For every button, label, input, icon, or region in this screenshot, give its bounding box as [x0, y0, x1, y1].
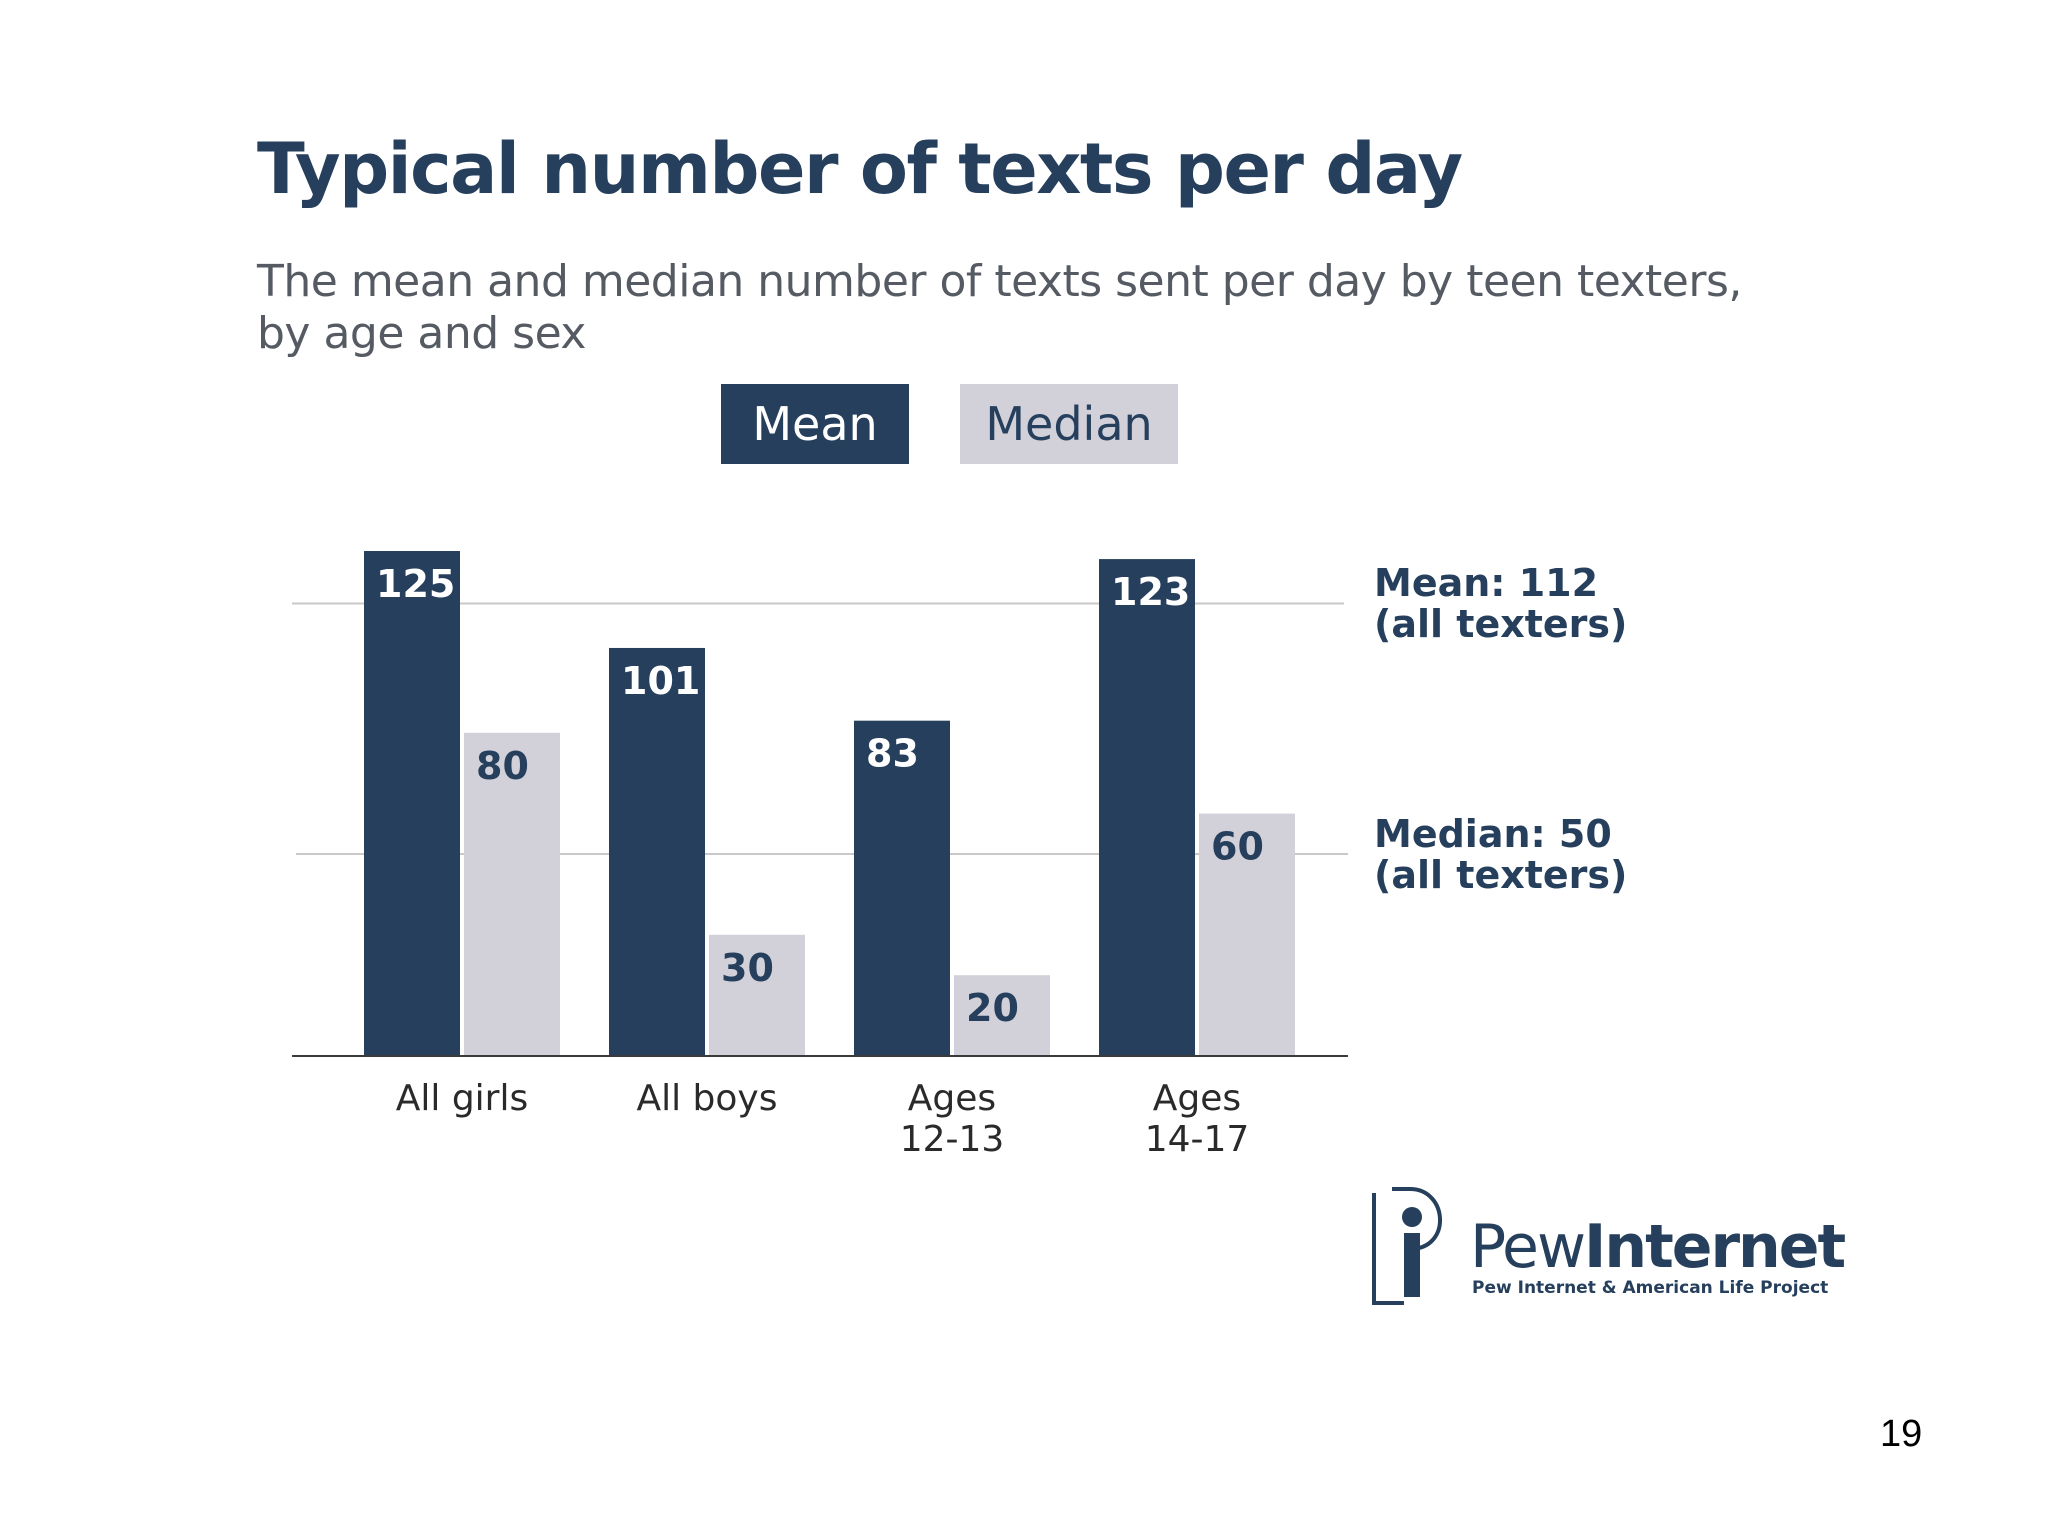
data-label-median-3: 60 [1211, 825, 1264, 869]
logo-tagline: Pew Internet & American Life Project [1472, 1278, 1829, 1298]
logo-wordmark: PewInternet [1470, 1212, 1846, 1282]
bar-mean-0 [364, 551, 460, 1056]
bar-median-0 [464, 732, 560, 1056]
bar-mean-1 [609, 647, 705, 1056]
logo-word-internet: Internet [1584, 1212, 1846, 1282]
bar-median-2 [954, 975, 1050, 1056]
data-label-median-2: 20 [966, 986, 1019, 1030]
category-label-1: All boys [636, 1078, 777, 1119]
bar-mean-3 [1099, 559, 1195, 1056]
category-label-0: All girls [396, 1078, 529, 1119]
category-label-2-line1: Ages [908, 1078, 996, 1119]
logo-word-pew: Pew [1470, 1212, 1586, 1282]
legend-mean: Mean [721, 384, 909, 464]
pew-logo [1372, 1187, 1442, 1305]
reference-label-median: Median: 50 (all texters) [1374, 814, 1627, 896]
data-label-median-1: 30 [721, 946, 774, 990]
bar-median-3 [1199, 813, 1295, 1056]
legend-median: Median [960, 384, 1178, 464]
reference-label-median-line2: (all texters) [1374, 853, 1628, 897]
category-label-3-line1: Ages [1153, 1078, 1241, 1119]
data-label-median-0: 80 [476, 744, 529, 788]
reference-label-mean: Mean: 112 (all texters) [1374, 563, 1627, 645]
reference-label-median-line1: Median: 50 [1374, 812, 1612, 856]
chart-title: Typical number of texts per day [257, 128, 1463, 210]
category-label-2-line2: 12-13 [900, 1119, 1005, 1160]
page-number: 19 [1880, 1413, 1923, 1455]
logo-wordmark-text: PewInternet [1470, 1212, 1846, 1282]
bar-mean-2 [854, 720, 950, 1056]
reference-label-mean-line2: (all texters) [1374, 602, 1628, 646]
data-label-mean-2: 83 [866, 732, 919, 776]
bar-median-1 [709, 934, 805, 1056]
chart-subtitle: The mean and median number of texts sent… [257, 256, 1742, 359]
category-label-3-line2: 14-17 [1145, 1119, 1250, 1160]
reference-label-mean-line1: Mean: 112 [1374, 561, 1599, 605]
data-label-mean-3: 123 [1111, 570, 1190, 614]
pew-logo-mark-icon [1372, 1187, 1442, 1305]
data-label-mean-1: 101 [621, 659, 700, 703]
data-label-mean-0: 125 [376, 562, 455, 606]
